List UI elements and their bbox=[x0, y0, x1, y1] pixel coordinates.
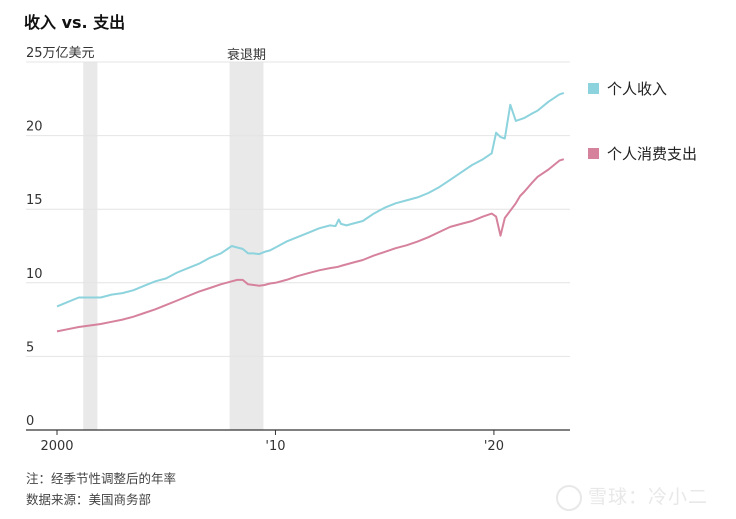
x-tick-label: '10 bbox=[265, 439, 285, 454]
recession-label: 衰退期 bbox=[227, 47, 266, 63]
y-tick-label: 20 bbox=[26, 120, 43, 135]
legend-swatch bbox=[588, 148, 599, 159]
footnote: 注：经季节性调整后的年率 bbox=[26, 471, 177, 486]
y-unit-label: 25万亿美元 bbox=[26, 46, 95, 61]
gridlines bbox=[26, 61, 570, 357]
x-tick-label: '20 bbox=[484, 439, 504, 454]
y-tick-label: 10 bbox=[26, 267, 43, 282]
y-tick-label: 15 bbox=[26, 193, 43, 208]
watermark: 雪球：冷小二 bbox=[556, 482, 708, 511]
source-note: 数据来源：美国商务部 bbox=[26, 492, 152, 507]
legend-label: 个人消费支出 bbox=[607, 145, 697, 163]
chart-title: 收入 vs. 支出 bbox=[24, 13, 126, 32]
watermark-text: 雪球：冷小二 bbox=[588, 486, 709, 508]
recession-band bbox=[83, 62, 98, 430]
x-tick-label: 2000 bbox=[40, 439, 73, 454]
series-lines bbox=[56, 91, 565, 333]
legend-swatch bbox=[588, 83, 599, 94]
axes: 0 5 10 15 20 25万亿美元 2000 '10 '20 bbox=[26, 46, 570, 454]
series-line bbox=[56, 158, 565, 333]
y-tick-label: 5 bbox=[26, 340, 34, 355]
y-tick-label: 0 bbox=[26, 414, 34, 429]
series-line bbox=[56, 91, 565, 308]
snowball-logo-icon bbox=[556, 484, 582, 511]
legend-label: 个人收入 bbox=[607, 80, 667, 98]
recession-bands: 衰退期 bbox=[83, 47, 266, 430]
